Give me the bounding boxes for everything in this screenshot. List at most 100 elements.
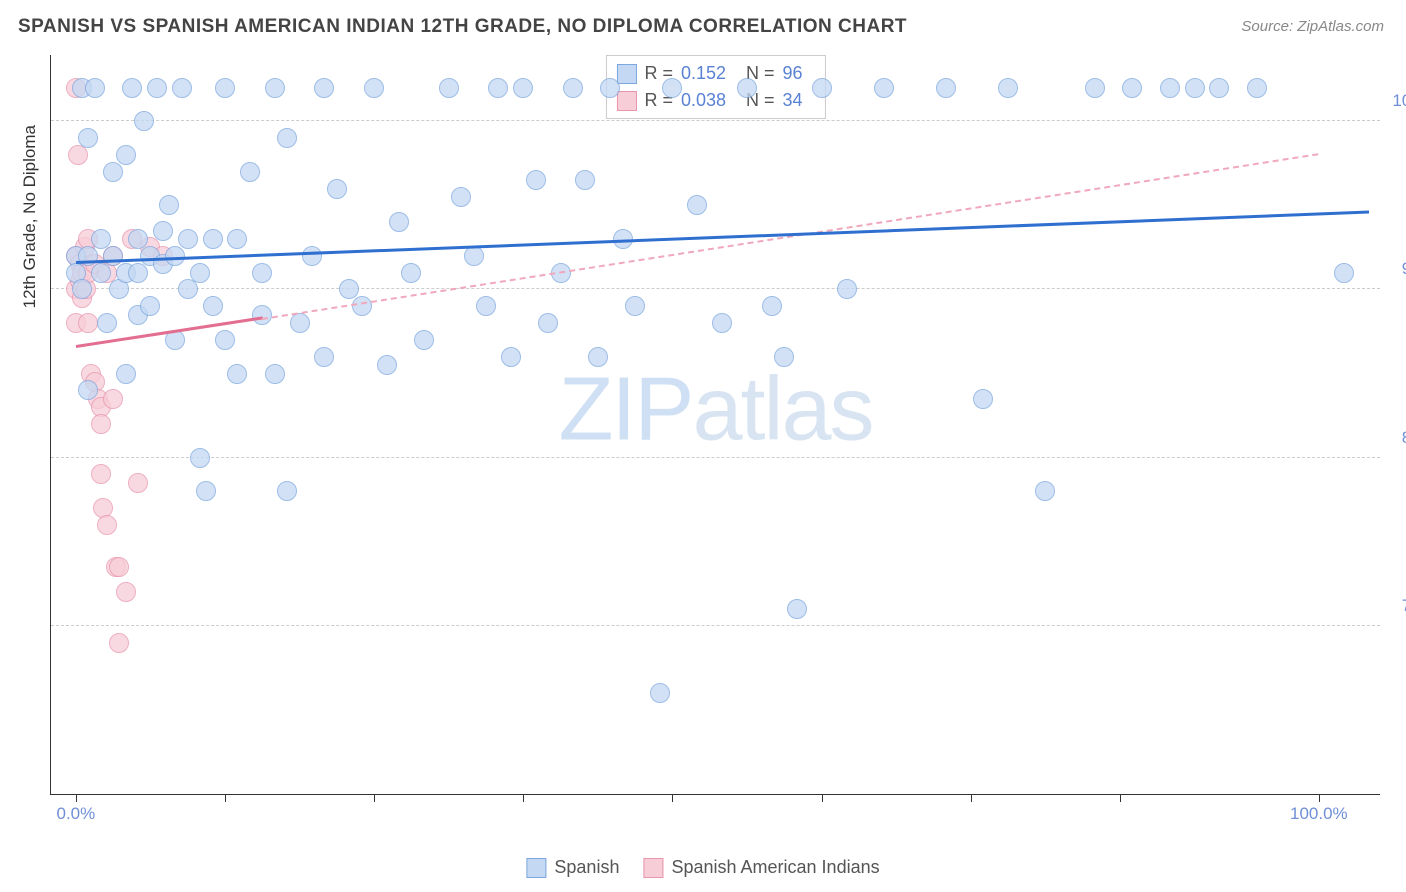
data-point	[178, 229, 198, 249]
watermark-part1: ZIP	[558, 359, 692, 459]
y-tick-label: 70.0%	[1402, 596, 1406, 616]
data-point	[1035, 481, 1055, 501]
data-point	[128, 473, 148, 493]
gridline-h	[51, 625, 1380, 626]
data-point	[153, 221, 173, 241]
x-tick-label: 0.0%	[56, 804, 95, 824]
data-point	[116, 145, 136, 165]
data-point	[103, 389, 123, 409]
data-point	[196, 481, 216, 501]
data-point	[97, 515, 117, 535]
data-point	[439, 78, 459, 98]
swatch-spanish	[616, 64, 636, 84]
gridline-h	[51, 457, 1380, 458]
data-point	[513, 78, 533, 98]
y-tick-label: 100.0%	[1392, 91, 1406, 111]
data-point	[1185, 78, 1205, 98]
data-point	[252, 263, 272, 283]
data-point	[97, 313, 117, 333]
data-point	[712, 313, 732, 333]
data-point	[128, 263, 148, 283]
x-tick	[523, 794, 524, 802]
data-point	[364, 78, 384, 98]
data-point	[936, 78, 956, 98]
data-point	[1085, 78, 1105, 98]
data-point	[998, 78, 1018, 98]
data-point	[625, 296, 645, 316]
data-point	[662, 78, 682, 98]
data-point	[190, 448, 210, 468]
data-point	[265, 364, 285, 384]
x-tick	[971, 794, 972, 802]
x-tick	[672, 794, 673, 802]
data-point	[414, 330, 434, 350]
data-point	[327, 179, 347, 199]
data-point	[737, 78, 757, 98]
gridline-h	[51, 120, 1380, 121]
regression-line	[262, 153, 1319, 320]
swatch-sai	[616, 91, 636, 111]
data-point	[215, 330, 235, 350]
data-point	[837, 279, 857, 299]
data-point	[277, 128, 297, 148]
data-point	[501, 347, 521, 367]
data-point	[526, 170, 546, 190]
data-point	[68, 145, 88, 165]
data-point	[314, 347, 334, 367]
data-point	[91, 464, 111, 484]
data-point	[575, 170, 595, 190]
data-point	[451, 187, 471, 207]
legend-label-spanish: Spanish	[554, 857, 619, 878]
data-point	[227, 229, 247, 249]
data-point	[78, 380, 98, 400]
legend-item-sai: Spanish American Indians	[643, 857, 879, 878]
watermark: ZIPatlas	[558, 358, 872, 461]
data-point	[252, 305, 272, 325]
data-point	[314, 78, 334, 98]
data-point	[190, 263, 210, 283]
source-name: ZipAtlas.com	[1297, 18, 1384, 35]
data-point	[116, 582, 136, 602]
data-point	[78, 128, 98, 148]
data-point	[464, 246, 484, 266]
data-point	[687, 195, 707, 215]
data-point	[178, 279, 198, 299]
data-point	[1334, 263, 1354, 283]
data-point	[91, 263, 111, 283]
x-tick	[822, 794, 823, 802]
data-point	[774, 347, 794, 367]
data-point	[91, 414, 111, 434]
data-point	[476, 296, 496, 316]
data-point	[401, 263, 421, 283]
x-tick	[1120, 794, 1121, 802]
swatch-spanish	[526, 858, 546, 878]
data-point	[973, 389, 993, 409]
legend-item-spanish: Spanish	[526, 857, 619, 878]
correlation-row-sai: R = 0.038 N = 34	[616, 87, 814, 114]
data-point	[650, 683, 670, 703]
data-point	[159, 195, 179, 215]
swatch-sai	[643, 858, 663, 878]
y-axis-label: 12th Grade, No Diploma	[20, 125, 40, 308]
data-point	[538, 313, 558, 333]
data-point	[874, 78, 894, 98]
data-point	[787, 599, 807, 619]
data-point	[290, 313, 310, 333]
r-value-sai: 0.038	[681, 87, 726, 114]
data-point	[812, 78, 832, 98]
r-value-spanish: 0.152	[681, 60, 726, 87]
x-tick	[1319, 794, 1320, 802]
series-legend: Spanish Spanish American Indians	[526, 857, 879, 878]
data-point	[352, 296, 372, 316]
data-point	[600, 78, 620, 98]
regression-line	[76, 211, 1369, 264]
data-point	[1209, 78, 1229, 98]
source-prefix: Source:	[1241, 18, 1297, 35]
correlation-row-spanish: R = 0.152 N = 96	[616, 60, 814, 87]
n-value-spanish: 96	[783, 60, 803, 87]
data-point	[78, 313, 98, 333]
data-point	[172, 78, 192, 98]
data-point	[227, 364, 247, 384]
data-point	[85, 78, 105, 98]
data-point	[140, 296, 160, 316]
